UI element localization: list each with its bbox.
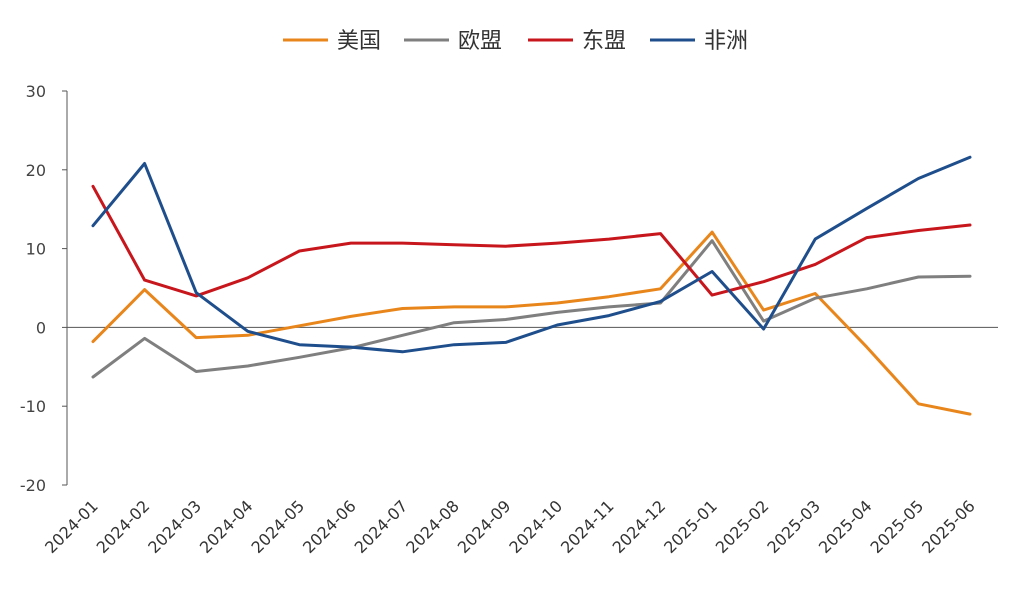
series-line-2 [91,239,972,379]
legend-label: 非洲 [704,29,748,54]
x-tick-label: 2024-11 [557,496,618,557]
legend-label: 东盟 [582,29,626,54]
y-tick-label: 0 [36,318,46,337]
x-tick-label: 2025-05 [867,496,928,557]
y-tick-label: 10 [26,240,46,259]
x-tick-label: 2025-01 [660,496,721,557]
x-tick-label: 2024-10 [505,496,566,557]
series-line-1 [91,230,972,416]
x-tick-label: 2025-02 [712,496,773,557]
series-line-4 [91,155,972,354]
x-tick-label: 2025-03 [763,496,824,557]
x-tick-label: 2025-06 [918,496,979,557]
x-tick-label: 2024-02 [93,496,154,557]
x-tick-label: 2024-05 [247,496,308,557]
x-tick-label: 2024-03 [144,496,205,557]
x-tick-label: 2024-12 [609,496,670,557]
legend-label: 美国 [337,29,381,54]
x-tick-label: 2024-06 [299,496,360,557]
y-tick-label: 20 [26,161,46,180]
legend-label: 欧盟 [458,29,502,54]
y-tick-label: -20 [20,476,46,495]
y-tick-label: 30 [26,82,46,101]
legend: 美国 欧盟 东盟 非洲 [283,29,748,54]
x-tick-label: 2024-01 [41,496,102,557]
x-tick-label: 2024-09 [454,496,515,557]
x-tick-label: 2024-08 [402,496,463,557]
x-tick-label: 2025-04 [815,496,876,557]
x-tick-label: 2024-07 [351,496,412,557]
y-tick-label: -10 [20,397,46,416]
series-lines [91,155,972,416]
series-line-3 [91,184,972,298]
x-tick-label: 2024-04 [196,496,257,557]
